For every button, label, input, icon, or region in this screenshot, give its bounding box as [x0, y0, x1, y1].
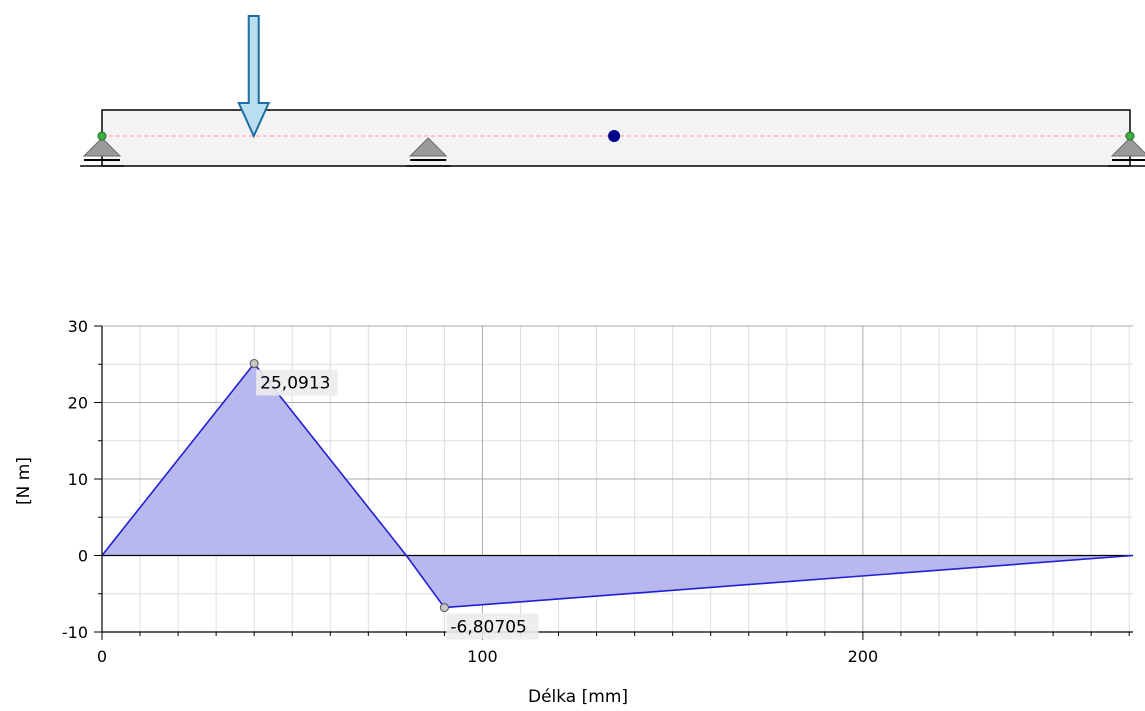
data-labels: 25,0913 -6,80705	[249, 359, 539, 640]
area-fills	[102, 363, 1133, 608]
data-point	[249, 359, 259, 369]
series-line	[101, 362, 1134, 609]
end-node-icon	[1125, 131, 1135, 141]
end-node-icon	[97, 131, 107, 141]
load-arrow-icon	[237, 15, 271, 139]
data-label-text: 25,0913	[260, 374, 330, 394]
x-tick-label: 100	[467, 647, 498, 666]
y-tick-label: 30	[68, 317, 88, 336]
end-nodes	[97, 131, 1135, 141]
support-icon	[1108, 137, 1145, 167]
x-axis-title: Délka [mm]	[528, 687, 628, 707]
y-axis-title: [N m]	[14, 457, 34, 505]
x-tick-labels: 0 100 200	[97, 647, 878, 666]
beam-diagram	[80, 15, 1145, 167]
data-label: 25,0913	[249, 359, 338, 396]
beam-point-marker	[608, 130, 621, 142]
data-label: -6,80705	[439, 603, 539, 640]
axes	[94, 325, 1133, 640]
y-tick-label: 10	[68, 470, 88, 489]
y-tick-label: 0	[78, 547, 88, 566]
data-label-text: -6,80705	[450, 618, 526, 638]
supports	[80, 137, 1145, 167]
support-icon	[406, 137, 451, 167]
y-tick-labels: -10 0 10 20 30	[62, 317, 88, 642]
support-icon	[80, 137, 124, 167]
data-point	[439, 603, 449, 613]
x-tick-label: 0	[97, 647, 107, 666]
positive-area	[102, 363, 1133, 608]
y-tick-label: 20	[68, 394, 88, 413]
y-tick-label: -10	[62, 623, 88, 642]
x-tick-label: 200	[848, 647, 879, 666]
